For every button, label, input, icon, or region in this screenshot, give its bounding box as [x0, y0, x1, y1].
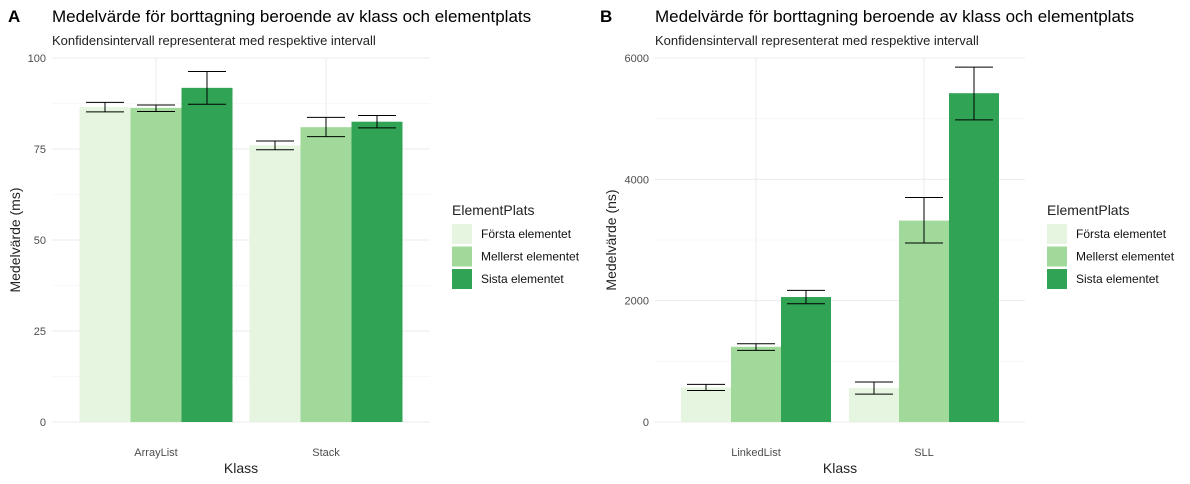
x-tick-label: Stack: [312, 447, 340, 459]
chart-title: Medelvärde för borttagning beroende av k…: [52, 7, 531, 26]
panel-b: B Medelvärde för borttagning beroende av …: [600, 7, 1175, 476]
legend: ElementPlats Första elementet Mellerst ele…: [1047, 202, 1175, 289]
y-tick-label: 50: [34, 235, 46, 247]
legend-label: Första elementet: [481, 227, 572, 241]
y-tick-label: 6000: [625, 53, 649, 65]
y-tick-label: 25: [34, 326, 46, 338]
bar: [731, 346, 781, 422]
bar: [300, 127, 352, 422]
x-tick-label: ArrayList: [134, 447, 177, 459]
legend-label: Första elementet: [1076, 227, 1167, 241]
legend-swatch: [452, 269, 472, 289]
legend-swatch: [1047, 269, 1067, 289]
bar: [781, 297, 831, 422]
y-tick-label: 100: [28, 53, 46, 65]
panel-tag: A: [8, 7, 20, 26]
bar: [899, 220, 949, 422]
x-tick-label: LinkedList: [731, 447, 781, 459]
legend-title: ElementPlats: [452, 202, 534, 218]
panel-a: A Medelvärde för borttagning beroende av …: [7, 7, 580, 476]
bar: [181, 87, 233, 423]
y-tick-label: 0: [643, 417, 649, 429]
y-tick-label: 4000: [625, 174, 649, 186]
chart-title: Medelvärde för borttagning beroende av k…: [655, 7, 1134, 26]
chart-subtitle: Konfidensintervall representerat med res…: [52, 33, 376, 48]
bar: [681, 387, 731, 422]
bar: [949, 93, 999, 422]
legend-label: Mellerst elementet: [481, 250, 580, 264]
bar: [351, 121, 403, 422]
x-axis-label: Klass: [823, 460, 857, 476]
y-tick-label: 75: [34, 144, 46, 156]
legend-label: Sista elementet: [481, 272, 564, 286]
y-axis-label: Medelvärde (ns): [603, 189, 619, 290]
bar: [79, 107, 131, 422]
legend-swatch: [1047, 246, 1067, 267]
bar: [130, 107, 182, 423]
panel-tag: B: [600, 7, 612, 26]
y-tick-label: 2000: [625, 296, 649, 308]
legend-swatch: [1047, 224, 1067, 244]
legend-label: Mellerst elementet: [1076, 250, 1175, 264]
legend-label: Sista elementet: [1076, 272, 1159, 286]
y-tick-label: 0: [40, 417, 46, 429]
chart-subtitle: Konfidensintervall representerat med res…: [655, 33, 979, 48]
x-tick-label: SLL: [914, 447, 934, 459]
legend-swatch: [452, 246, 472, 267]
legend-swatch: [452, 224, 472, 244]
legend: ElementPlats Första elementet Mellerst ele…: [452, 202, 580, 289]
y-axis-label: Medelvärde (ms): [7, 187, 23, 292]
legend-title: ElementPlats: [1047, 202, 1129, 218]
bar: [249, 145, 301, 423]
x-axis-label: Klass: [224, 460, 258, 476]
